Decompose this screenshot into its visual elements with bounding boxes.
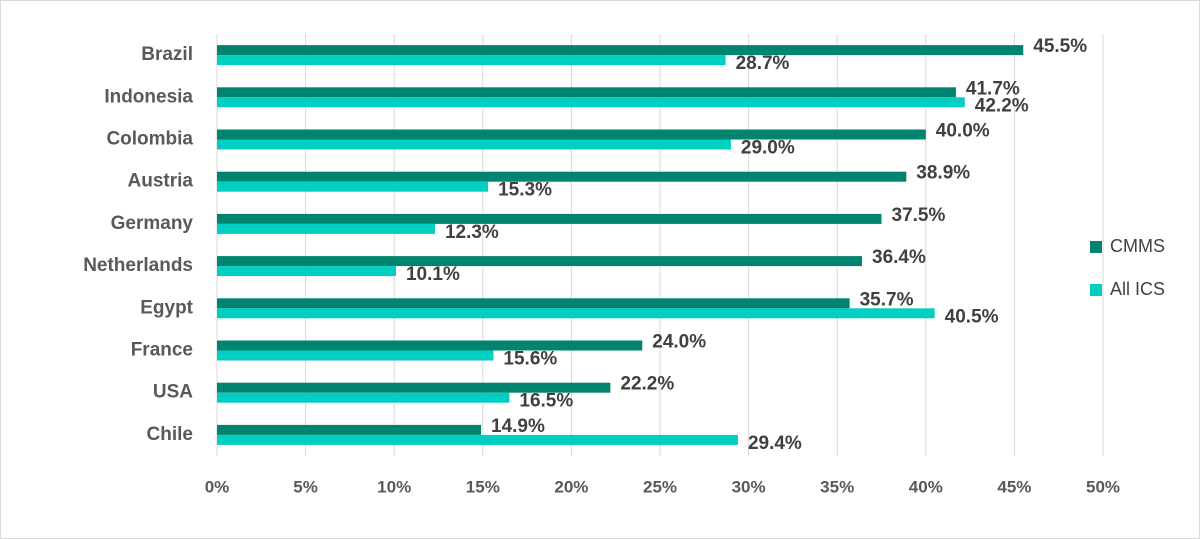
legend-label: All ICS <box>1110 279 1165 299</box>
x-tick-label: 50% <box>1086 477 1120 496</box>
bar <box>217 434 738 445</box>
x-tick-label: 45% <box>997 477 1031 496</box>
data-label: 38.9% <box>916 163 970 184</box>
y-tick-label: Colombia <box>106 129 193 150</box>
bar <box>217 181 489 192</box>
data-label: 35.7% <box>860 289 914 310</box>
x-tick-label: 5% <box>293 477 318 496</box>
legend-label: CMMS <box>1110 236 1165 256</box>
y-tick-label: Netherlands <box>83 255 193 276</box>
y-tick-label: Chile <box>147 424 193 445</box>
x-tick-label: 35% <box>820 477 854 496</box>
x-tick-label: 25% <box>643 477 677 496</box>
data-label: 42.2% <box>975 95 1029 116</box>
bar <box>217 424 482 435</box>
y-tick-label: USA <box>153 382 193 403</box>
y-tick-label: Indonesia <box>104 86 193 107</box>
bar <box>217 382 611 393</box>
data-label: 40.0% <box>936 121 990 142</box>
x-tick-label: 40% <box>909 477 943 496</box>
data-label: 40.5% <box>945 306 999 327</box>
data-label: 41.7% <box>966 78 1020 99</box>
legend-swatch <box>1090 284 1102 296</box>
x-tick-label: 20% <box>554 477 588 496</box>
legend-swatch <box>1090 241 1102 253</box>
data-label: 15.3% <box>498 180 552 201</box>
bar <box>217 139 731 150</box>
data-label: 10.1% <box>406 264 460 285</box>
data-label: 29.4% <box>748 433 802 454</box>
x-tick-label: 0% <box>205 477 230 496</box>
data-label: 28.7% <box>736 53 790 74</box>
bar <box>217 171 907 182</box>
data-label: 14.9% <box>491 416 545 437</box>
bar <box>217 213 882 224</box>
bar <box>217 129 926 140</box>
data-label: 22.2% <box>620 374 674 395</box>
bar <box>217 55 726 66</box>
x-tick-label: 30% <box>732 477 766 496</box>
data-label: 16.5% <box>519 391 573 412</box>
data-label: 12.3% <box>445 222 499 243</box>
bar <box>217 340 643 351</box>
bar <box>217 45 1024 56</box>
data-label: 29.0% <box>741 138 795 159</box>
bar <box>217 266 396 277</box>
bar <box>217 308 935 319</box>
x-tick-label: 15% <box>466 477 500 496</box>
y-tick-label: Austria <box>128 171 194 192</box>
bar <box>217 87 956 98</box>
data-label: 36.4% <box>872 247 926 268</box>
y-tick-label: Germany <box>111 213 194 234</box>
bar <box>217 350 494 361</box>
bar <box>217 97 965 108</box>
bar <box>217 392 510 403</box>
x-tick-label: 10% <box>377 477 411 496</box>
y-tick-label: Brazil <box>141 44 193 65</box>
y-tick-label: France <box>131 340 193 361</box>
data-label: 15.6% <box>503 349 557 370</box>
bar <box>217 223 435 234</box>
y-tick-label: Egypt <box>140 297 193 318</box>
data-label: 45.5% <box>1033 36 1087 57</box>
bar <box>217 256 863 267</box>
bar <box>217 298 850 309</box>
data-label: 24.0% <box>652 332 706 353</box>
data-label: 37.5% <box>892 205 946 226</box>
